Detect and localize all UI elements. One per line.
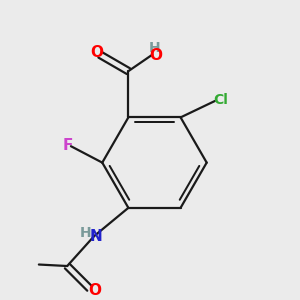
Text: N: N xyxy=(89,229,102,244)
Text: O: O xyxy=(90,45,103,60)
Text: Cl: Cl xyxy=(213,93,228,107)
Text: F: F xyxy=(62,138,73,153)
Text: O: O xyxy=(88,283,101,298)
Text: H: H xyxy=(79,226,91,240)
Text: O: O xyxy=(149,48,162,63)
Text: H: H xyxy=(149,41,161,55)
